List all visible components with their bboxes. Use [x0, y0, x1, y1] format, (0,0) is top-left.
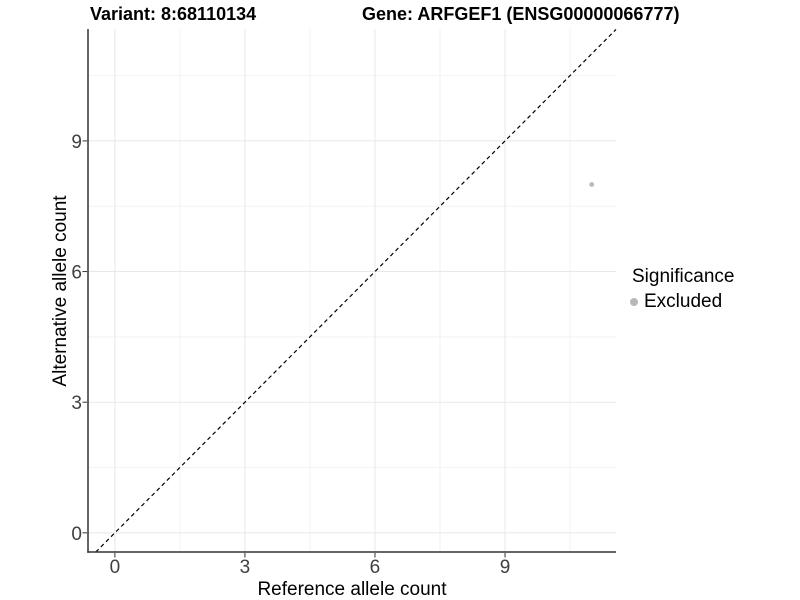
y-tick-label: 0: [71, 524, 82, 545]
legend: Significance Excluded: [630, 266, 734, 313]
x-tick-label: 9: [500, 557, 511, 578]
legend-title: Significance: [632, 266, 735, 287]
excluded-point-icon: [630, 298, 638, 306]
y-axis-title: Alternative allele count: [50, 195, 71, 387]
x-tick-label: 6: [370, 557, 381, 578]
legend-entry-excluded: Excluded: [630, 291, 734, 313]
y-tick-label: 3: [71, 393, 82, 414]
y-tick-label: 6: [71, 263, 82, 284]
x-axis-title: Reference allele count: [257, 579, 447, 600]
y-tick-label: 9: [71, 132, 82, 153]
data-point: [589, 182, 595, 187]
plot-title-variant: Variant: 8:68110134: [90, 4, 257, 24]
legend-entry-label: Excluded: [644, 291, 723, 312]
x-tick-label: 0: [110, 557, 121, 578]
identity-line: [95, 29, 617, 553]
plot-title-gene: Gene: ARFGEF1 (ENSG00000066777): [362, 4, 680, 24]
x-tick-label: 3: [240, 557, 251, 578]
